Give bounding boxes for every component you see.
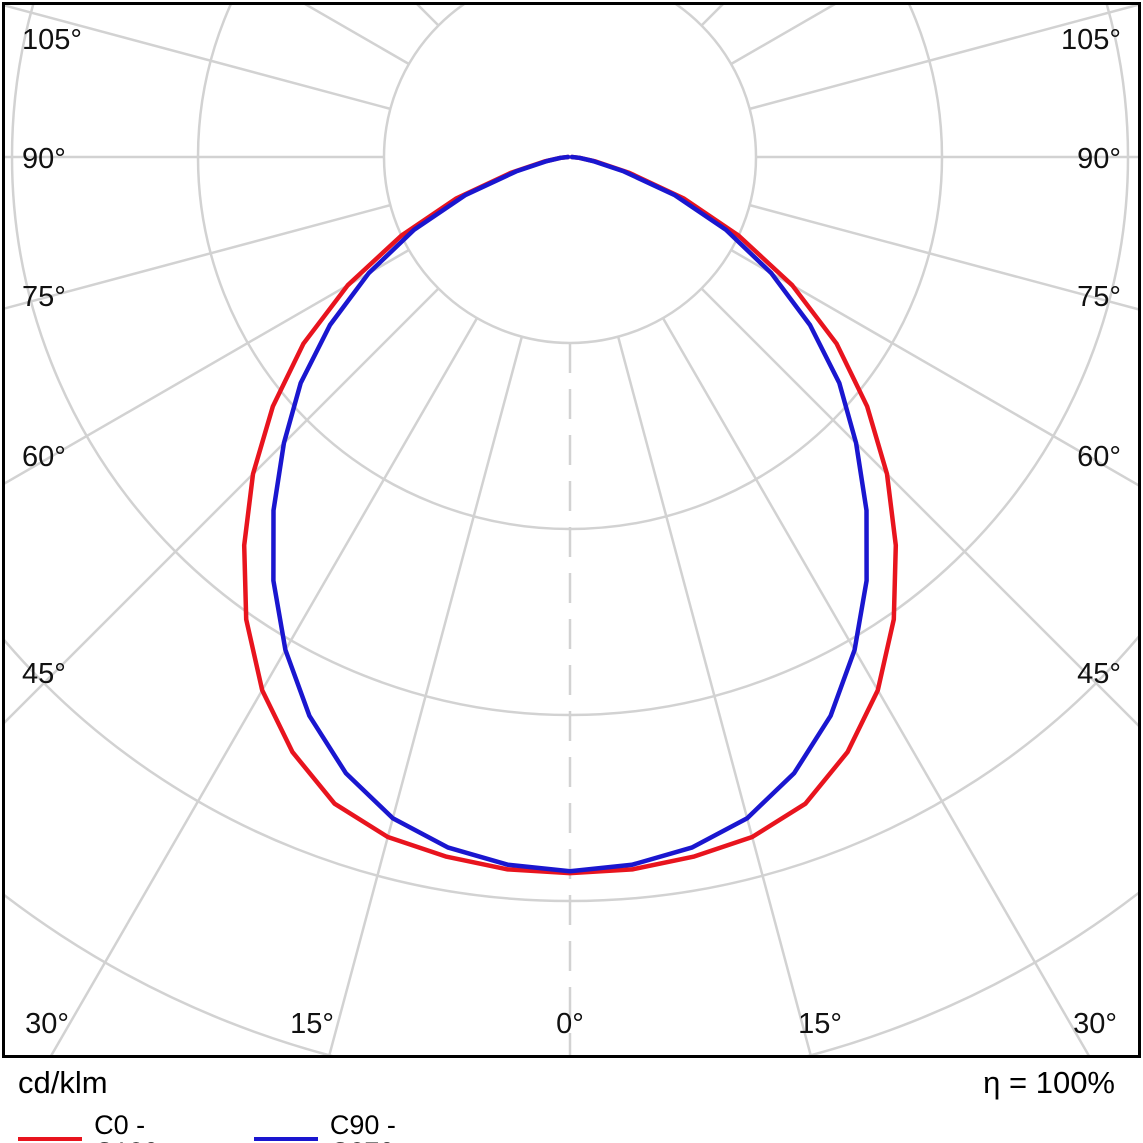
angle-tick-label: 90° bbox=[22, 143, 66, 175]
angle-tick-label: 30° bbox=[25, 1008, 69, 1040]
angle-tick-label: 45° bbox=[1077, 658, 1121, 690]
grid-radial-line bbox=[50, 317, 479, 1055]
legend-item-c0-c180: C0 - C180 bbox=[18, 1112, 214, 1143]
grid-radial-line bbox=[700, 287, 1138, 727]
angle-tick-label: 0° bbox=[556, 1008, 584, 1040]
grid-radial-line bbox=[328, 336, 524, 1055]
legend: C0 - C180 C90 - C270 bbox=[2, 1100, 464, 1143]
grid-radial-line bbox=[749, 203, 1138, 311]
polar-chart: 105° 90° 75° 60° 45° 30° 15° 0° 15° 30° 105° 90° 75°… bbox=[5, 5, 1138, 1055]
legend-line-sample-red-icon bbox=[18, 1137, 83, 1142]
units-label: cd/klm bbox=[18, 1065, 108, 1100]
efficiency-label: η = 100% bbox=[983, 1065, 1115, 1100]
angle-tick-label: 75° bbox=[1077, 281, 1121, 313]
angle-tick-label: 60° bbox=[1077, 441, 1121, 473]
angle-tick-label: 45° bbox=[22, 658, 66, 690]
grid-radial-line bbox=[5, 287, 440, 724]
angle-tick-label: 60° bbox=[22, 441, 66, 473]
angle-tick-label: 30° bbox=[1073, 1008, 1117, 1040]
angle-tick-label: 105° bbox=[22, 24, 82, 56]
legend-label-c90-c270: C90 - C270 bbox=[329, 1110, 396, 1143]
grid-radial-line bbox=[616, 336, 812, 1055]
angle-tick-label: 75° bbox=[22, 281, 66, 313]
grid-radial-line bbox=[5, 248, 410, 485]
footer-top-row: cd/klm η = 100% bbox=[2, 1058, 1141, 1100]
footer: cd/klm η = 100% C0 - C180 C90 - C270 bbox=[2, 1058, 1141, 1143]
grid-radial-line bbox=[749, 5, 1138, 111]
grid-ring bbox=[5, 635, 1138, 903]
angle-tick-label: 15° bbox=[290, 1008, 334, 1040]
curve-c90-c270 bbox=[271, 154, 869, 874]
angle-tick-label: 90° bbox=[1077, 143, 1121, 175]
grid-radial-line bbox=[661, 317, 1090, 1055]
grid-radial-line bbox=[5, 5, 391, 111]
legend-label-c0-c180: C0 - C180 bbox=[94, 1110, 159, 1143]
grid-radial-line bbox=[5, 203, 391, 310]
legend-item-c90-c270: C90 - C270 bbox=[253, 1110, 464, 1143]
polar-chart-frame: 105° 90° 75° 60° 45° 30° 15° 0° 15° 30° 105° 90° 75°… bbox=[2, 2, 1141, 1058]
grid-radial-line bbox=[730, 248, 1138, 487]
legend-line-sample-blue-icon bbox=[253, 1137, 318, 1142]
angle-tick-label: 105° bbox=[1061, 24, 1121, 56]
angle-tick-label: 15° bbox=[798, 1008, 842, 1040]
grid-ring bbox=[382, 5, 758, 345]
